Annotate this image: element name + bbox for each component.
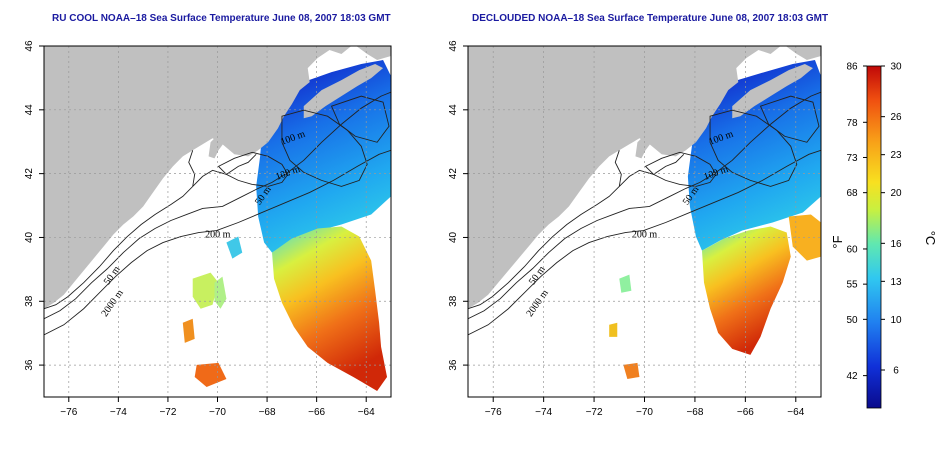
celsius-tick-label: 23 [890,150,902,161]
contour-label: 200 m [205,229,231,240]
x-tick-label: −70 [636,407,653,418]
sst-warm-water [701,226,791,355]
x-tick-label: −76 [485,407,502,418]
celsius-tick-label: 13 [890,277,902,288]
y-tick-label: 36 [448,359,459,371]
x-tick-label: −74 [110,407,127,418]
celsius-tick-label: 6 [893,366,899,377]
sst-patch [226,236,243,259]
contour-gulf-maine [281,109,368,187]
unit-celsius-label: °C [923,231,938,246]
x-tick-label: −68 [686,407,703,418]
fahrenheit-tick-label: 73 [846,153,858,164]
graticule [44,45,391,397]
x-tick-label: −64 [358,407,375,418]
contour-gulf-maine [709,109,798,187]
x-tick-label: −70 [209,407,226,418]
x-tick-label: −72 [159,407,176,418]
x-tick-label: −76 [60,407,77,418]
land-cape-cod [208,134,225,159]
sst-cool-water [687,60,821,251]
sst-warm-water [272,226,388,391]
y-tick-label: 40 [24,231,35,243]
fahrenheit-tick-label: 50 [846,315,858,326]
fahrenheit-tick-label: 60 [846,244,858,255]
panel-title-left: RU COOL NOAA–18 Sea Surface Temperature … [52,13,391,24]
sst-patch [192,272,219,309]
x-tick-label: −66 [737,407,754,418]
contour-gulf-maine [759,95,820,143]
y-tick-label: 46 [448,40,459,52]
y-tick-label: 38 [448,295,459,307]
y-tick-label: 44 [24,104,35,116]
y-tick-label: 38 [24,295,35,307]
sst-patch [194,362,227,387]
celsius-tick-label: 10 [890,315,902,326]
fahrenheit-tick-label: 86 [846,62,858,73]
y-tick-label: 44 [448,104,459,116]
fahrenheit-tick-label: 55 [846,280,858,291]
x-tick-label: −72 [586,407,603,418]
sst-patch [182,318,195,343]
sst-patch [609,322,618,337]
x-tick-label: −64 [787,407,804,418]
celsius-tick-label: 20 [890,188,902,199]
bathymetry-contours [44,91,391,336]
bathymetry-contours [468,91,821,336]
x-tick-label: −74 [535,407,552,418]
y-tick-label: 36 [24,359,35,371]
x-tick-label: −68 [259,407,276,418]
x-tick-label: −66 [308,407,325,418]
sst-cool-water [256,60,391,253]
y-tick-label: 42 [448,168,459,180]
contour-label: 200 m [632,229,658,240]
y-tick-label: 42 [24,168,35,180]
land-cape-cod [635,134,652,159]
celsius-tick-label: 16 [890,239,902,250]
sst-patch [623,362,640,379]
celsius-tick-label: 30 [890,62,902,73]
contour-gulf-maine [330,95,390,143]
colorbar: 6 10 13 16 20 23 26 30 42 50 55 60 68 73 78 86 °F °C [830,62,938,409]
colorbar-gradient [866,65,882,409]
y-tick-label: 46 [24,40,35,52]
y-tick-label: 40 [448,231,459,243]
sst-patch [214,276,227,309]
fahrenheit-tick-label: 68 [846,188,858,199]
panel-title-right: DECLOUDED NOAA–18 Sea Surface Temperatur… [472,13,829,24]
fahrenheit-tick-label: 42 [846,371,858,382]
sst-patch [619,274,632,293]
unit-fahrenheit-label: °F [830,235,845,248]
celsius-tick-label: 26 [890,112,902,123]
fahrenheit-tick-label: 78 [846,118,858,129]
